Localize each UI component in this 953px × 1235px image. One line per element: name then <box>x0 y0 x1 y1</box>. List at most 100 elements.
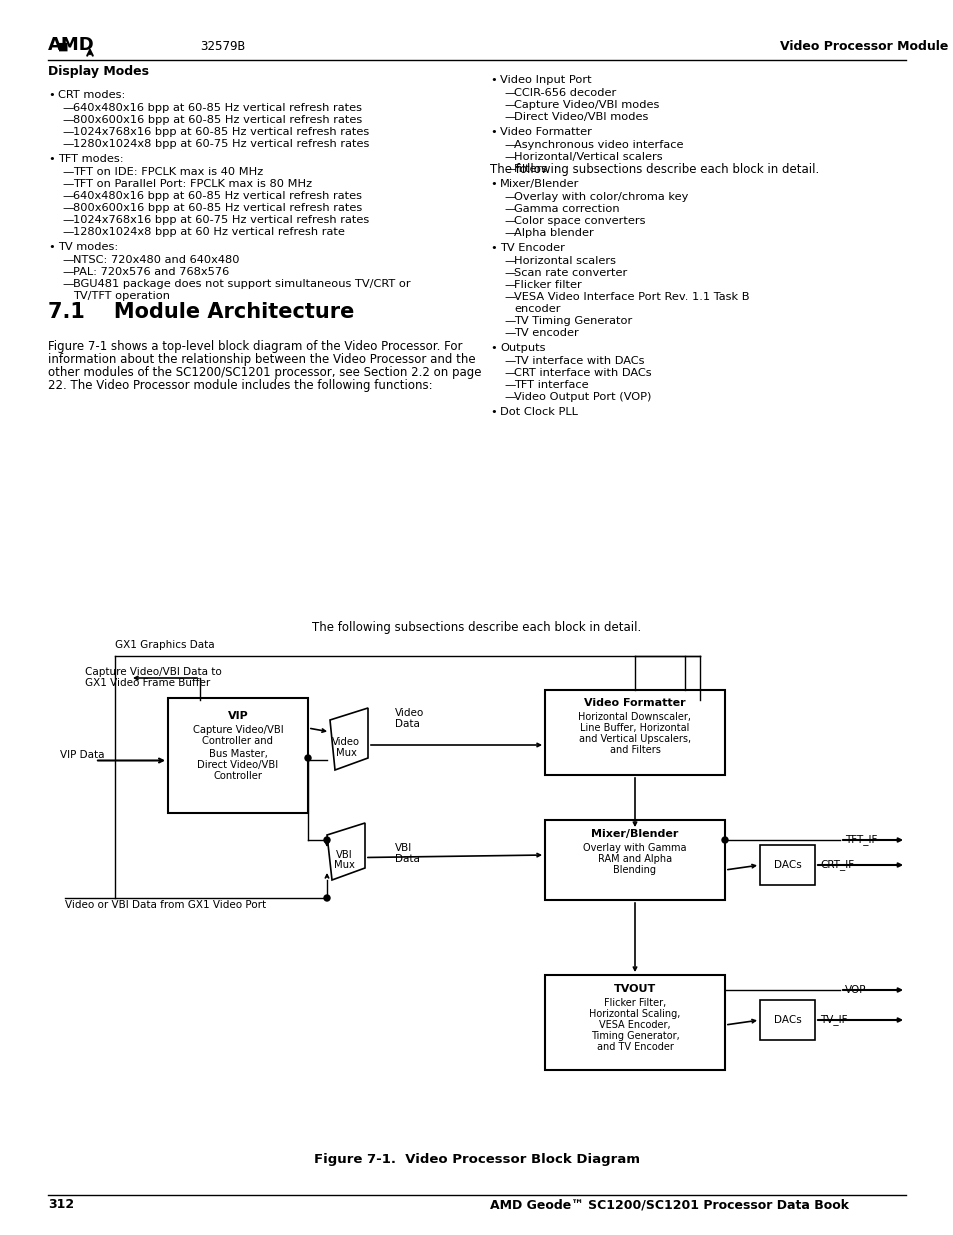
Text: 640x480x16 bpp at 60-85 Hz vertical refresh rates: 640x480x16 bpp at 60-85 Hz vertical refr… <box>73 191 361 201</box>
Polygon shape <box>327 823 365 881</box>
Text: The following subsections describe each block in detail.: The following subsections describe each … <box>312 621 641 635</box>
Text: Dot Clock PLL: Dot Clock PLL <box>499 408 578 417</box>
Circle shape <box>305 755 311 761</box>
Text: GX1 Video Frame Buffer: GX1 Video Frame Buffer <box>85 678 210 688</box>
Text: TFT modes:: TFT modes: <box>58 154 124 164</box>
Text: and Filters: and Filters <box>609 745 659 755</box>
Text: Line Buffer, Horizontal: Line Buffer, Horizontal <box>579 722 689 734</box>
Text: —: — <box>503 88 515 98</box>
Text: •: • <box>490 127 497 137</box>
Text: 32579B: 32579B <box>200 40 245 53</box>
Text: —: — <box>503 380 515 390</box>
Text: —: — <box>503 112 515 122</box>
Text: GX1 Graphics Data: GX1 Graphics Data <box>115 640 214 650</box>
Text: TFT on Parallel Port: FPCLK max is 80 MHz: TFT on Parallel Port: FPCLK max is 80 MH… <box>73 179 312 189</box>
Circle shape <box>324 895 330 902</box>
Text: Capture Video/VBI: Capture Video/VBI <box>193 725 283 735</box>
Text: TV Encoder: TV Encoder <box>499 243 564 253</box>
Text: —: — <box>503 164 515 174</box>
Text: —: — <box>62 103 73 112</box>
Text: VOP: VOP <box>844 986 865 995</box>
Text: Horizontal scalers: Horizontal scalers <box>514 256 616 266</box>
Text: Direct Video/VBI modes: Direct Video/VBI modes <box>514 112 648 122</box>
Text: VBI: VBI <box>395 844 412 853</box>
Text: —: — <box>62 227 73 237</box>
Text: Data: Data <box>395 719 419 729</box>
Text: —: — <box>503 100 515 110</box>
Text: RAM and Alpha: RAM and Alpha <box>598 853 671 864</box>
Text: Mux: Mux <box>334 861 355 871</box>
Text: TV/TFT operation: TV/TFT operation <box>73 291 170 301</box>
Text: —: — <box>62 127 73 137</box>
Text: Display Modes: Display Modes <box>48 65 149 78</box>
Text: TV modes:: TV modes: <box>58 242 118 252</box>
Text: 1280x1024x8 bpp at 60 Hz vertical refresh rate: 1280x1024x8 bpp at 60 Hz vertical refres… <box>73 227 345 237</box>
Text: Mixer/Blender: Mixer/Blender <box>591 829 678 839</box>
Text: Controller and: Controller and <box>202 736 274 746</box>
Text: —: — <box>503 329 515 338</box>
Text: and Vertical Upscalers,: and Vertical Upscalers, <box>578 734 690 743</box>
Text: Horizontal Scaling,: Horizontal Scaling, <box>589 1009 680 1019</box>
Text: Mixer/Blender: Mixer/Blender <box>499 179 578 189</box>
Text: 1024x768x16 bpp at 60-75 Hz vertical refresh rates: 1024x768x16 bpp at 60-75 Hz vertical ref… <box>73 215 369 225</box>
Text: TV interface with DACs: TV interface with DACs <box>514 356 644 366</box>
Text: TVOUT: TVOUT <box>613 984 656 994</box>
Text: CCIR-656 decoder: CCIR-656 decoder <box>514 88 616 98</box>
Text: CRT modes:: CRT modes: <box>58 90 125 100</box>
Text: VESA Video Interface Port Rev. 1.1 Task B: VESA Video Interface Port Rev. 1.1 Task … <box>514 291 749 303</box>
Text: DACs: DACs <box>773 1015 801 1025</box>
Text: NTSC: 720x480 and 640x480: NTSC: 720x480 and 640x480 <box>73 254 239 266</box>
Text: VIP Data: VIP Data <box>60 751 105 761</box>
Text: Capture Video/VBI modes: Capture Video/VBI modes <box>514 100 659 110</box>
Text: •: • <box>490 408 497 417</box>
Text: 312: 312 <box>48 1198 74 1212</box>
Text: —: — <box>62 115 73 125</box>
Circle shape <box>721 837 727 844</box>
Text: •: • <box>490 243 497 253</box>
Text: Asynchronous video interface: Asynchronous video interface <box>514 140 682 149</box>
Text: —: — <box>503 256 515 266</box>
Text: Video: Video <box>332 737 359 747</box>
Text: —: — <box>503 140 515 149</box>
Text: •: • <box>490 343 497 353</box>
Text: —: — <box>503 280 515 290</box>
Text: information about the relationship between the Video Processor and the: information about the relationship betwe… <box>48 353 476 366</box>
Text: —: — <box>62 203 73 212</box>
Text: —: — <box>503 152 515 162</box>
Text: Scan rate converter: Scan rate converter <box>514 268 626 278</box>
Text: 1280x1024x8 bpp at 60-75 Hz vertical refresh rates: 1280x1024x8 bpp at 60-75 Hz vertical ref… <box>73 140 369 149</box>
Text: The following subsections describe each block in detail.: The following subsections describe each … <box>490 163 819 177</box>
Text: •: • <box>490 179 497 189</box>
Text: —: — <box>503 368 515 378</box>
Text: CRT interface with DACs: CRT interface with DACs <box>514 368 651 378</box>
Text: Direct Video/VBI: Direct Video/VBI <box>197 760 278 769</box>
Text: VESA Encoder,: VESA Encoder, <box>598 1020 670 1030</box>
FancyBboxPatch shape <box>544 820 724 900</box>
Text: Controller: Controller <box>213 771 262 781</box>
Text: Filters: Filters <box>514 164 548 174</box>
Text: PAL: 720x576 and 768x576: PAL: 720x576 and 768x576 <box>73 267 229 277</box>
Text: and TV Encoder: and TV Encoder <box>596 1042 673 1052</box>
Text: •: • <box>48 242 54 252</box>
Text: Flicker Filter,: Flicker Filter, <box>603 998 665 1008</box>
Text: TFT_IF: TFT_IF <box>844 835 877 846</box>
Text: Video Output Port (VOP): Video Output Port (VOP) <box>514 391 651 403</box>
Text: —: — <box>62 191 73 201</box>
Text: 800x600x16 bpp at 60-85 Hz vertical refresh rates: 800x600x16 bpp at 60-85 Hz vertical refr… <box>73 115 362 125</box>
Text: Gamma correction: Gamma correction <box>514 204 619 214</box>
Text: Figure 7-1.  Video Processor Block Diagram: Figure 7-1. Video Processor Block Diagra… <box>314 1153 639 1167</box>
Text: —: — <box>62 140 73 149</box>
Text: BGU481 package does not support simultaneous TV/CRT or: BGU481 package does not support simultan… <box>73 279 410 289</box>
Text: •: • <box>48 90 54 100</box>
Text: TFT interface: TFT interface <box>514 380 588 390</box>
Text: Color space converters: Color space converters <box>514 216 645 226</box>
Text: TFT on IDE: FPCLK max is 40 MHz: TFT on IDE: FPCLK max is 40 MHz <box>73 167 263 177</box>
Text: —: — <box>503 228 515 238</box>
FancyBboxPatch shape <box>544 690 724 776</box>
Text: •: • <box>490 75 497 85</box>
Text: —: — <box>62 167 73 177</box>
Text: 640x480x16 bpp at 60-85 Hz vertical refresh rates: 640x480x16 bpp at 60-85 Hz vertical refr… <box>73 103 361 112</box>
Text: —: — <box>503 391 515 403</box>
FancyBboxPatch shape <box>544 974 724 1070</box>
Text: —: — <box>62 254 73 266</box>
